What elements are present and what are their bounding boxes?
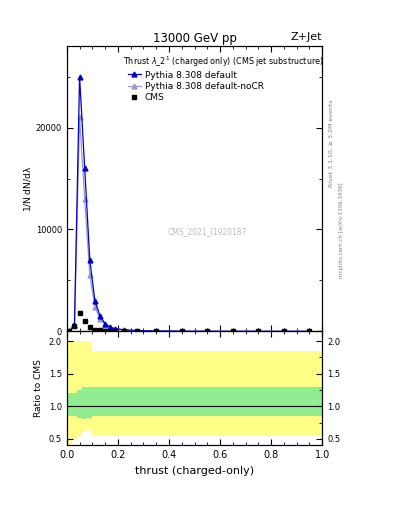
Title: 13000 GeV pp: 13000 GeV pp — [152, 32, 237, 45]
Pythia 8.308 default-noCR — [281, 328, 286, 334]
Pythia 8.308 default-noCR — [87, 272, 92, 279]
Pythia 8.308 default-noCR — [122, 327, 127, 333]
Pythia 8.308 default-noCR — [256, 328, 261, 334]
Pythia 8.308 default-noCR — [135, 328, 140, 334]
X-axis label: thrust (charged-only): thrust (charged-only) — [135, 466, 254, 476]
Pythia 8.308 default — [67, 328, 72, 334]
Pythia 8.308 default — [83, 165, 87, 172]
Text: Thrust $\lambda\_2^1$ (charged only) (CMS jet substructure): Thrust $\lambda\_2^1$ (charged only) (CM… — [123, 55, 324, 69]
Pythia 8.308 default — [77, 74, 82, 80]
Pythia 8.308 default-noCR — [113, 326, 118, 332]
Pythia 8.308 default — [307, 328, 312, 334]
Pythia 8.308 default — [97, 313, 102, 319]
Text: mcplots.cern.ch [arXiv:1306.3436]: mcplots.cern.ch [arXiv:1306.3436] — [339, 183, 344, 278]
Pythia 8.308 default-noCR — [205, 328, 210, 334]
Pythia 8.308 default — [72, 322, 77, 328]
Pythia 8.308 default-noCR — [93, 304, 97, 310]
Line: Pythia 8.308 default-noCR: Pythia 8.308 default-noCR — [67, 115, 312, 334]
Pythia 8.308 default — [93, 297, 97, 304]
Pythia 8.308 default-noCR — [307, 328, 312, 334]
Pythia 8.308 default — [113, 326, 118, 332]
Text: CMS_2021_I1920187: CMS_2021_I1920187 — [168, 227, 247, 236]
Legend: Pythia 8.308 default, Pythia 8.308 default-noCR, CMS: Pythia 8.308 default, Pythia 8.308 defau… — [127, 71, 264, 102]
Text: Z+Jet: Z+Jet — [291, 32, 322, 42]
Pythia 8.308 default-noCR — [179, 328, 184, 334]
Pythia 8.308 default — [103, 321, 108, 327]
Pythia 8.308 default-noCR — [72, 322, 77, 328]
Y-axis label: $\mathrm{1 / N \; dN / d\lambda}$: $\mathrm{1 / N \; dN / d\lambda}$ — [22, 165, 33, 212]
Pythia 8.308 default — [205, 328, 210, 334]
Pythia 8.308 default-noCR — [230, 328, 235, 334]
Pythia 8.308 default-noCR — [83, 196, 87, 202]
Pythia 8.308 default-noCR — [67, 328, 72, 334]
Pythia 8.308 default — [230, 328, 235, 334]
Pythia 8.308 default-noCR — [103, 322, 108, 328]
Pythia 8.308 default-noCR — [108, 325, 113, 331]
Pythia 8.308 default — [135, 328, 140, 334]
Pythia 8.308 default — [179, 328, 184, 334]
Pythia 8.308 default-noCR — [154, 328, 158, 334]
Text: Rivet 3.1.10, ≥ 3.2M events: Rivet 3.1.10, ≥ 3.2M events — [329, 99, 334, 187]
Pythia 8.308 default — [154, 328, 158, 334]
Pythia 8.308 default — [87, 257, 92, 263]
Pythia 8.308 default-noCR — [77, 114, 82, 120]
Pythia 8.308 default — [108, 324, 113, 330]
Pythia 8.308 default — [281, 328, 286, 334]
Line: Pythia 8.308 default: Pythia 8.308 default — [67, 74, 312, 334]
Y-axis label: Ratio to CMS: Ratio to CMS — [34, 359, 43, 417]
Pythia 8.308 default — [122, 327, 127, 333]
Pythia 8.308 default-noCR — [97, 316, 102, 322]
Pythia 8.308 default — [256, 328, 261, 334]
